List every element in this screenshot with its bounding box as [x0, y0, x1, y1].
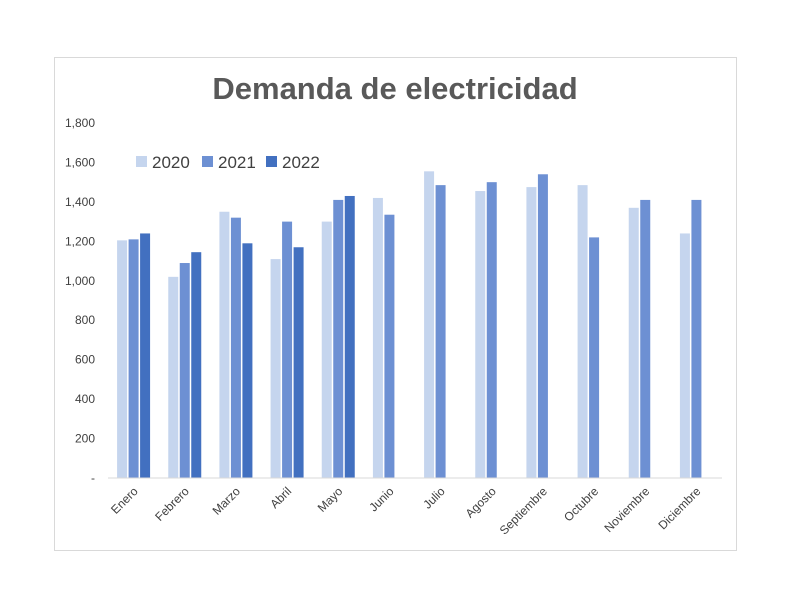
- bar-2021-noviembre: [640, 199, 651, 478]
- bar-2020-julio: [424, 171, 435, 478]
- bar-2021-junio: [384, 214, 395, 479]
- y-tick-label: 1,000: [65, 274, 95, 288]
- x-tick-label: Septiembre: [497, 484, 551, 538]
- bar-2020-junio: [372, 197, 383, 478]
- y-tick-label: 1,200: [65, 234, 95, 248]
- bar-2020-abril: [270, 259, 281, 478]
- bar-2020-diciembre: [679, 233, 690, 478]
- bar-2021-abril: [282, 221, 293, 478]
- bars: [117, 171, 702, 479]
- bar-2020-mayo: [321, 221, 332, 478]
- chart-title: Demanda de electricidad: [212, 71, 577, 106]
- x-tick-label: Julio: [420, 484, 448, 512]
- x-tick-label: Diciembre: [655, 484, 703, 532]
- legend-label-2020: 2020: [152, 153, 190, 172]
- bar-2021-diciembre: [691, 199, 702, 478]
- x-tick-label: Octubre: [561, 484, 601, 524]
- bar-2022-marzo: [242, 243, 253, 478]
- bar-2021-septiembre: [537, 174, 548, 478]
- bar-2020-marzo: [219, 211, 230, 478]
- y-tick-label: 200: [75, 432, 95, 446]
- y-tick-label: 1,400: [65, 195, 95, 209]
- legend-label-2021: 2021: [218, 153, 256, 172]
- bar-2021-marzo: [230, 217, 241, 478]
- bar-2020-noviembre: [628, 207, 639, 479]
- legend: 2020 2021 2022: [136, 153, 320, 172]
- bar-2021-enero: [128, 239, 139, 478]
- bar-2021-julio: [435, 185, 446, 478]
- x-tick-label: Febrero: [152, 484, 192, 524]
- x-tick-label: Enero: [108, 484, 141, 517]
- x-tick-label: Mayo: [315, 484, 346, 515]
- bar-2021-agosto: [486, 182, 497, 478]
- bar-2021-febrero: [179, 263, 190, 478]
- bar-2020-octubre: [577, 185, 588, 478]
- y-tick-label: 600: [75, 353, 95, 367]
- bar-2022-febrero: [191, 252, 202, 478]
- y-axis: - 200 400 600 800 1,000 1,200 1,400 1,600 1,800: [65, 116, 95, 485]
- bar-2020-enero: [117, 240, 128, 478]
- bar-2020-febrero: [168, 276, 179, 478]
- x-tick-label: Abril: [267, 484, 294, 511]
- bar-2022-enero: [140, 233, 151, 478]
- bar-2021-mayo: [333, 199, 344, 478]
- legend-swatch-2022: [266, 156, 277, 167]
- x-tick-label: Junio: [366, 484, 396, 514]
- bar-2022-abril: [293, 247, 304, 478]
- x-tick-label: Marzo: [210, 484, 244, 518]
- x-tick-label: Agosto: [463, 484, 500, 521]
- x-axis: Enero Febrero Marzo Abril Mayo Junio Julio Agos…: [108, 484, 704, 538]
- bar-2022-mayo: [344, 195, 355, 478]
- y-tick-label: 800: [75, 313, 95, 327]
- y-tick-label: 1,600: [65, 155, 95, 169]
- legend-swatch-2020: [136, 156, 147, 167]
- y-tick-label: 1,800: [65, 116, 95, 130]
- legend-swatch-2021: [202, 156, 213, 167]
- y-tick-label: -: [91, 471, 95, 485]
- bar-2020-septiembre: [526, 187, 537, 478]
- chart-frame: [54, 57, 737, 551]
- y-tick-label: 400: [75, 392, 95, 406]
- x-tick-label: Noviembre: [601, 484, 652, 535]
- bar-2021-octubre: [589, 237, 600, 478]
- legend-label-2022: 2022: [282, 153, 320, 172]
- bar-2020-agosto: [475, 191, 486, 478]
